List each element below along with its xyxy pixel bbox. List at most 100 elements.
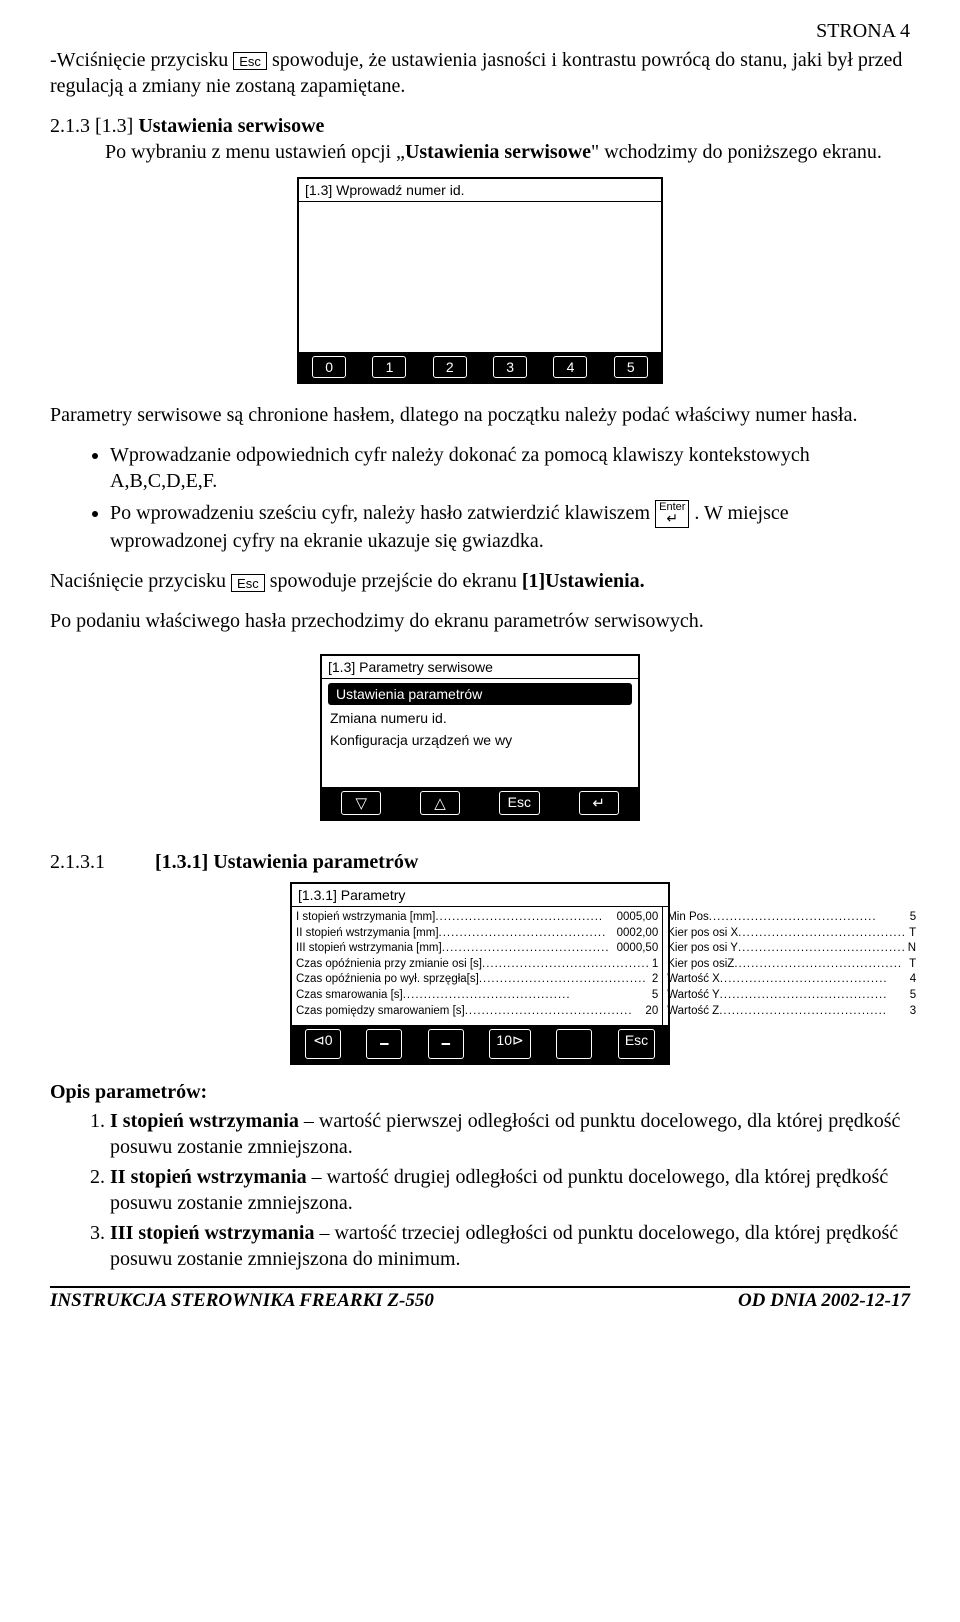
soft-key-1[interactable]: 1 <box>372 356 406 378</box>
parameter-desc-heading: Opis parametrów: <box>50 1081 910 1104</box>
paragraph-esc-return: Naciśnięcie przycisku Esc spowoduje prze… <box>50 568 910 594</box>
dots: ........................................ <box>734 957 907 973</box>
param-label: III stopień wstrzymania [mm] <box>296 941 442 957</box>
text-bold: [1]Ustawienia. <box>522 570 645 592</box>
list-item: II stopień wstrzymania – wartość drugiej… <box>110 1164 910 1216</box>
heading-number: 2.1.3.1 <box>50 851 105 873</box>
param-value: 0002,00 <box>615 926 659 942</box>
param-value: 5 <box>650 988 658 1004</box>
text-bold: II stopień wstrzymania <box>110 1166 307 1188</box>
bullet-item: Wprowadzanie odpowiednich cyfr należy do… <box>110 442 910 494</box>
screen-body: Ustawienia parametrów Zmiana numeru id. … <box>322 683 638 787</box>
screen-body <box>299 202 661 352</box>
param-label: Wartość Y <box>667 988 719 1004</box>
heading-title: Ustawienia serwisowe <box>138 115 324 137</box>
dots: ........................................ <box>479 972 650 988</box>
soft-key-0[interactable]: 0 <box>312 356 346 378</box>
param-label: II stopień wstrzymania [mm] <box>296 926 439 942</box>
param-label: Czas opóźnienia po wył. sprzęgła[s] <box>296 972 479 988</box>
esc-key-icon: Esc <box>233 52 267 70</box>
soft-key-nav-fwd[interactable]: 10⊳ <box>489 1029 530 1059</box>
param-row: Czas opóźnienia po wył. sprzęgła[s] ....… <box>296 972 658 988</box>
soft-key-down[interactable]: ▽ <box>341 791 381 815</box>
soft-key-minus[interactable]: 🗕 <box>428 1029 464 1059</box>
param-value: T <box>907 926 916 942</box>
param-row: Wartość Y ..............................… <box>667 988 916 1004</box>
param-value: T <box>907 957 916 973</box>
device-screen-parameters: [1.3.1] Parametry I stopień wstrzymania … <box>290 882 670 1065</box>
text-bold: I stopień wstrzymania <box>110 1110 299 1132</box>
text: -Wciśnięcie przycisku <box>50 49 233 71</box>
text: " wchodzimy do poniższego ekranu. <box>591 141 882 163</box>
bullet-item: Po wprowadzeniu sześciu cyfr, należy has… <box>110 500 910 554</box>
dots: ........................................ <box>435 910 614 926</box>
dots: ........................................ <box>442 941 615 957</box>
dots: ........................................ <box>439 926 615 942</box>
esc-key-icon: Esc <box>231 574 265 592</box>
document-page: STRONA 4 -Wciśnięcie przycisku Esc spowo… <box>0 0 960 1322</box>
soft-key-4[interactable]: 4 <box>553 356 587 378</box>
screen-title: [1.3.1] Parametry <box>292 884 668 907</box>
text: Po wybraniu z menu ustawień opcji „ <box>105 141 405 163</box>
enter-key-icon: Enter↵ <box>655 500 689 528</box>
param-row: II stopień wstrzymania [mm] ............… <box>296 926 658 942</box>
param-row: Kier pos osi X .........................… <box>667 926 916 942</box>
numbered-list: I stopień wstrzymania – wartość pierwsze… <box>50 1108 910 1272</box>
param-row: Wartość X ..............................… <box>667 972 916 988</box>
param-value: 5 <box>908 910 916 926</box>
dots: ........................................ <box>719 1004 908 1020</box>
dots: ........................................ <box>720 972 908 988</box>
text-bold: Ustawienia serwisowe <box>405 141 591 163</box>
param-value: 4 <box>908 972 916 988</box>
soft-key-esc[interactable]: Esc <box>618 1029 655 1059</box>
soft-key-up[interactable]: △ <box>420 791 460 815</box>
param-row: Kier pos osi Y .........................… <box>667 941 916 957</box>
paragraph-esc-note: -Wciśnięcie przycisku Esc spowoduje, że … <box>50 47 910 99</box>
soft-key-nav-back[interactable]: ⊲0 <box>305 1029 341 1059</box>
param-value: 0000,50 <box>615 941 659 957</box>
soft-key-blank[interactable] <box>556 1029 592 1059</box>
dots: ........................................ <box>738 926 907 942</box>
param-label: Min Pos <box>667 910 709 926</box>
device-screen-service-menu: [1.3] Parametry serwisowe Ustawienia par… <box>320 654 640 821</box>
param-label: I stopień wstrzymania [mm] <box>296 910 435 926</box>
param-label: Kier pos osiZ <box>667 957 734 973</box>
soft-key-minus[interactable]: 🗕 <box>366 1029 402 1059</box>
section-heading-2: 2.1.3.1 [1.3.1] Ustawienia parametrów <box>50 851 910 874</box>
soft-key-esc[interactable]: Esc <box>499 791 540 815</box>
screen-button-bar: ▽ △ Esc ↵ <box>322 787 638 819</box>
menu-item[interactable]: Zmiana numeru id. <box>322 707 638 729</box>
screen-button-bar: ⊲0 🗕 🗕 10⊳ Esc <box>292 1025 668 1063</box>
param-row: Min Pos ................................… <box>667 910 916 926</box>
soft-key-3[interactable]: 3 <box>493 356 527 378</box>
paragraph-after-password: Po podaniu właściwego hasła przechodzimy… <box>50 608 910 634</box>
page-footer: INSTRUKCJA STEROWNIKA FREARKI Z-550 OD D… <box>50 1286 910 1312</box>
enter-arrow-icon: ↵ <box>659 511 685 525</box>
text: Naciśnięcie przycisku <box>50 570 231 592</box>
text: Po wprowadzeniu sześciu cyfr, należy has… <box>110 502 655 524</box>
footer-left: INSTRUKCJA STEROWNIKA FREARKI Z-550 <box>50 1290 434 1312</box>
param-label: Czas smarowania [s] <box>296 988 403 1004</box>
menu-item-selected[interactable]: Ustawienia parametrów <box>328 683 632 705</box>
param-value: 5 <box>908 988 916 1004</box>
menu-item[interactable]: Konfiguracja urządzeń we wy <box>322 729 638 751</box>
screen-title: [1.3] Wprowadź numer id. <box>299 179 661 202</box>
param-row: Czas opóźnienia przy zmianie osi [s] ...… <box>296 957 658 973</box>
soft-key-5[interactable]: 5 <box>614 356 648 378</box>
param-row: Czas smarowania [s] ....................… <box>296 988 658 1004</box>
param-label: Czas pomiędzy smarowaniem [s] <box>296 1004 465 1020</box>
dots: ........................................ <box>709 910 908 926</box>
param-column-left: I stopień wstrzymania [mm] .............… <box>292 907 663 1025</box>
param-label: Wartość Z <box>667 1004 719 1020</box>
param-value: 2 <box>650 972 658 988</box>
dots: ........................................ <box>738 941 906 957</box>
heading-title: [1.3.1] Ustawienia parametrów <box>155 851 418 873</box>
soft-key-2[interactable]: 2 <box>433 356 467 378</box>
param-value: 20 <box>643 1004 658 1020</box>
param-value: 1 <box>650 957 658 973</box>
param-row: I stopień wstrzymania [mm] .............… <box>296 910 658 926</box>
param-row: Kier pos osiZ ..........................… <box>667 957 916 973</box>
soft-key-enter[interactable]: ↵ <box>579 791 619 815</box>
dots: ........................................ <box>465 1004 644 1020</box>
param-column-right: Min Pos ................................… <box>663 907 920 1025</box>
